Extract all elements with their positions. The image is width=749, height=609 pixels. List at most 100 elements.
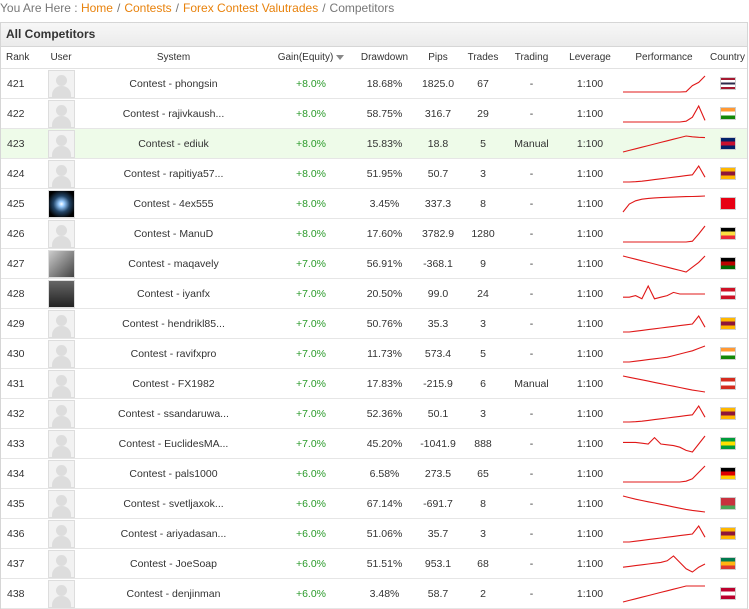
user-cell[interactable] bbox=[41, 308, 81, 339]
system-link[interactable]: Contest - svetljaxok... bbox=[81, 488, 266, 519]
user-cell[interactable] bbox=[41, 488, 81, 519]
performance-cell[interactable] bbox=[620, 278, 708, 309]
avatar[interactable] bbox=[47, 370, 75, 398]
avatar[interactable] bbox=[47, 220, 75, 248]
performance-cell[interactable] bbox=[620, 458, 708, 489]
performance-cell[interactable] bbox=[620, 308, 708, 339]
user-cell[interactable] bbox=[41, 458, 81, 489]
avatar[interactable] bbox=[47, 70, 75, 98]
table-row[interactable]: 422 Contest - rajivkaush... +8.0% 58.75% 316… bbox=[1, 98, 747, 129]
performance-cell[interactable] bbox=[620, 68, 708, 99]
table-row[interactable]: 435 Contest - svetljaxok... +6.0% 67.14% -69… bbox=[1, 488, 747, 519]
user-cell[interactable] bbox=[41, 428, 81, 459]
system-link[interactable]: Contest - phongsin bbox=[81, 68, 266, 99]
system-link[interactable]: Contest - rajivkaush... bbox=[81, 98, 266, 129]
user-cell[interactable] bbox=[41, 278, 81, 309]
system-link[interactable]: Contest - pals1000 bbox=[81, 458, 266, 489]
performance-cell[interactable] bbox=[620, 218, 708, 249]
user-cell[interactable] bbox=[41, 218, 81, 249]
col-trading[interactable]: Trading bbox=[503, 47, 560, 69]
user-cell[interactable] bbox=[41, 188, 81, 219]
user-cell[interactable] bbox=[41, 248, 81, 279]
performance-cell[interactable] bbox=[620, 578, 708, 609]
performance-cell[interactable] bbox=[620, 488, 708, 519]
system-link[interactable]: Contest - FX1982 bbox=[81, 368, 266, 399]
system-link[interactable]: Contest - 4ex555 bbox=[81, 188, 266, 219]
avatar[interactable] bbox=[47, 550, 75, 578]
performance-cell[interactable] bbox=[620, 248, 708, 279]
table-row[interactable]: 424 Contest - rapitiya57... +8.0% 51.95% 50.… bbox=[1, 158, 747, 189]
avatar[interactable] bbox=[47, 460, 75, 488]
table-row[interactable]: 433 Contest - EuclidesMA... +7.0% 45.20% -10… bbox=[1, 428, 747, 459]
table-row[interactable]: 429 Contest - hendrikl85... +7.0% 50.76% 35.… bbox=[1, 308, 747, 339]
avatar[interactable] bbox=[47, 400, 75, 428]
system-link[interactable]: Contest - hendrikl85... bbox=[81, 308, 266, 339]
performance-cell[interactable] bbox=[620, 128, 708, 159]
avatar[interactable] bbox=[47, 250, 75, 278]
user-cell[interactable] bbox=[41, 68, 81, 99]
system-link[interactable]: Contest - maqavely bbox=[81, 248, 266, 279]
system-link[interactable]: Contest - ManuD bbox=[81, 218, 266, 249]
system-link[interactable]: Contest - ediuk bbox=[81, 128, 266, 159]
performance-cell[interactable] bbox=[620, 398, 708, 429]
table-row[interactable]: 421 Contest - phongsin +8.0% 18.68% 1825.0 67… bbox=[1, 68, 747, 99]
table-row[interactable]: 426 Contest - ManuD +8.0% 17.60% 3782.9 1280-… bbox=[1, 218, 747, 249]
breadcrumb-home-link[interactable]: Home bbox=[80, 1, 113, 15]
performance-cell[interactable] bbox=[620, 188, 708, 219]
performance-cell[interactable] bbox=[620, 158, 708, 189]
col-drawdown[interactable]: Drawdown bbox=[356, 47, 413, 69]
performance-cell[interactable] bbox=[620, 98, 708, 129]
col-leverage[interactable]: Leverage bbox=[560, 47, 620, 69]
user-cell[interactable] bbox=[41, 158, 81, 189]
system-link[interactable]: Contest - ravifxpro bbox=[81, 338, 266, 369]
system-link[interactable]: Contest - rapitiya57... bbox=[81, 158, 266, 189]
user-cell[interactable] bbox=[41, 98, 81, 129]
performance-cell[interactable] bbox=[620, 428, 708, 459]
user-cell[interactable] bbox=[41, 398, 81, 429]
col-country[interactable]: Country bbox=[708, 47, 747, 69]
performance-cell[interactable] bbox=[620, 518, 708, 549]
avatar[interactable] bbox=[47, 160, 75, 188]
user-cell[interactable] bbox=[41, 548, 81, 579]
col-rank[interactable]: Rank bbox=[1, 47, 41, 69]
avatar[interactable] bbox=[47, 580, 75, 608]
system-link[interactable]: Contest - denjinman bbox=[81, 578, 266, 609]
avatar[interactable] bbox=[47, 520, 75, 548]
performance-cell[interactable] bbox=[620, 548, 708, 579]
avatar[interactable] bbox=[47, 310, 75, 338]
avatar[interactable] bbox=[47, 490, 75, 518]
col-trades[interactable]: Trades bbox=[463, 47, 503, 69]
user-cell[interactable] bbox=[41, 368, 81, 399]
table-row[interactable]: 436 Contest - ariyadasan... +6.0% 51.06% 35.… bbox=[1, 518, 747, 549]
table-row[interactable]: 437 Contest - JoeSoap +6.0% 51.51% 953.1 68-1… bbox=[1, 548, 747, 579]
col-pips[interactable]: Pips bbox=[413, 47, 463, 69]
system-link[interactable]: Contest - ariyadasan... bbox=[81, 518, 266, 549]
breadcrumb-contest-link[interactable]: Forex Contest Valutrades bbox=[183, 1, 319, 15]
performance-cell[interactable] bbox=[620, 338, 708, 369]
system-link[interactable]: Contest - iyanfx bbox=[81, 278, 266, 309]
user-cell[interactable] bbox=[41, 578, 81, 609]
table-row[interactable]: 432 Contest - ssandaruwa... +7.0% 52.36% 50.… bbox=[1, 398, 747, 429]
avatar[interactable] bbox=[47, 130, 75, 158]
table-row[interactable]: 427 Contest - maqavely +7.0% 56.91% -368.1 9-… bbox=[1, 248, 747, 279]
user-cell[interactable] bbox=[41, 338, 81, 369]
system-link[interactable]: Contest - JoeSoap bbox=[81, 548, 266, 579]
col-system[interactable]: System bbox=[81, 47, 266, 69]
table-row[interactable]: 423 Contest - ediuk +8.0% 15.83% 18.8 5 Manual… bbox=[1, 128, 747, 159]
table-row[interactable]: 425 Contest - 4ex555 +8.0% 3.45% 337.3 8-1:10… bbox=[1, 188, 747, 219]
performance-cell[interactable] bbox=[620, 368, 708, 399]
avatar[interactable] bbox=[47, 340, 75, 368]
system-link[interactable]: Contest - EuclidesMA... bbox=[81, 428, 266, 459]
col-gain[interactable]: Gain(Equity) bbox=[266, 47, 356, 69]
avatar[interactable] bbox=[47, 190, 75, 218]
user-cell[interactable] bbox=[41, 518, 81, 549]
user-cell[interactable] bbox=[41, 128, 81, 159]
table-row[interactable]: 430 Contest - ravifxpro +7.0% 11.73% 573.4 5-… bbox=[1, 338, 747, 369]
table-row[interactable]: 438 Contest - denjinman +6.0% 3.48% 58.7 2-1:… bbox=[1, 578, 747, 609]
avatar[interactable] bbox=[47, 430, 75, 458]
system-link[interactable]: Contest - ssandaruwa... bbox=[81, 398, 266, 429]
table-row[interactable]: 431 Contest - FX1982 +7.0% 17.83% -215.9 6 Man… bbox=[1, 368, 747, 399]
table-row[interactable]: 434 Contest - pals1000 +6.0% 6.58% 273.5 65-1… bbox=[1, 458, 747, 489]
table-row[interactable]: 428 Contest - iyanfx +7.0% 20.50% 99.0 24-1:1… bbox=[1, 278, 747, 309]
breadcrumb-contests-link[interactable]: Contests bbox=[124, 1, 172, 15]
